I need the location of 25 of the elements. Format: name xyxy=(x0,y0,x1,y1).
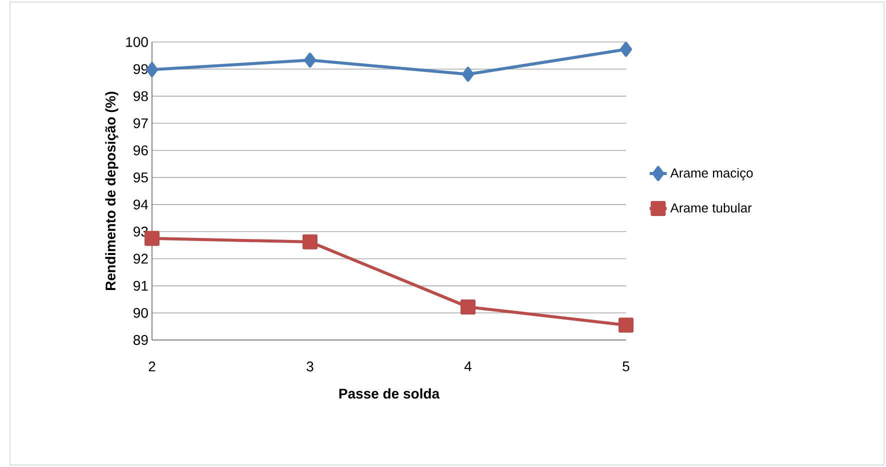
legend-label: Arame maciço xyxy=(670,168,753,180)
y-tick-label: 90 xyxy=(134,308,148,318)
y-tick-label: 94 xyxy=(134,200,148,210)
point xyxy=(146,62,158,78)
point xyxy=(620,42,632,57)
point xyxy=(618,318,634,333)
x-tick-label: 3 xyxy=(306,362,314,372)
y-axis-title: Rendimento de deposição (%) xyxy=(105,92,118,290)
y-tick-label: 100 xyxy=(126,37,148,47)
x-tick-label: 2 xyxy=(148,362,156,372)
legend-label: Arame tubular xyxy=(670,202,752,213)
y-tick-label: 96 xyxy=(134,145,148,156)
point xyxy=(462,66,474,82)
y-tick-label: 95 xyxy=(134,172,148,182)
point xyxy=(460,299,476,314)
point xyxy=(304,52,316,68)
y-tick-label: 91 xyxy=(134,280,148,291)
y-tick-label: 89 xyxy=(134,335,148,345)
x-tick-label: 4 xyxy=(464,362,472,372)
y-tick-label: 98 xyxy=(134,91,148,102)
point xyxy=(302,234,318,250)
x-tick-label: 5 xyxy=(622,362,630,372)
y-tick-label: 97 xyxy=(134,118,148,128)
x-axis-title: Passe de solda xyxy=(339,388,440,399)
y-tick-label: 92 xyxy=(134,254,148,264)
